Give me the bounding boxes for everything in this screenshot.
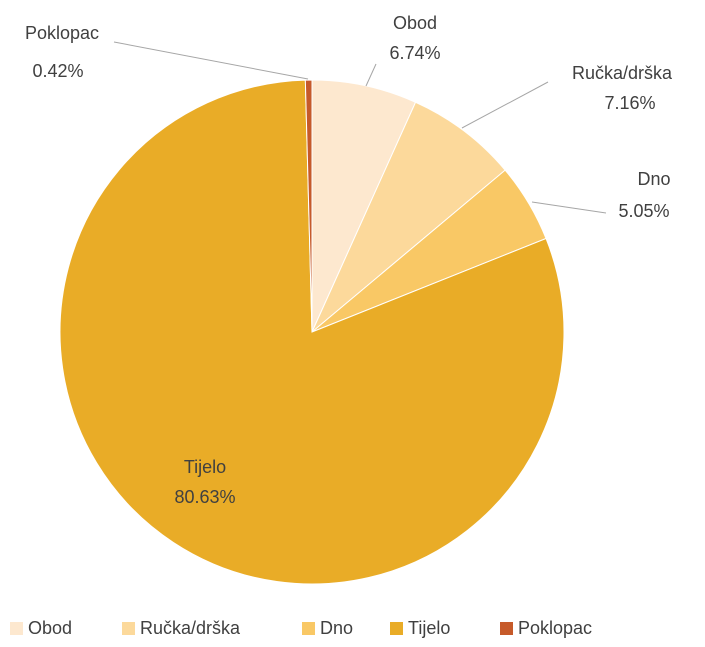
slice-label: Obod [393, 13, 437, 33]
leader-line [531, 201, 607, 214]
legend-swatch [302, 622, 315, 635]
slice-label: Ručka/drška [572, 63, 673, 83]
legend-swatch [122, 622, 135, 635]
slice-value-label: 0.42% [32, 61, 83, 81]
leader-line [113, 41, 309, 80]
legend-label: Dno [320, 618, 353, 638]
legend-label: Tijelo [408, 618, 450, 638]
legend-swatch [500, 622, 513, 635]
legend-swatch [10, 622, 23, 635]
leader-line [365, 63, 377, 87]
slice-label: Tijelo [184, 457, 226, 477]
pie-slice [59, 79, 565, 585]
legend-label: Obod [28, 618, 72, 638]
slice-value-label: 6.74% [389, 43, 440, 63]
slice-label: Dno [637, 169, 670, 189]
pie-slice [304, 79, 313, 333]
legend-label: Ručka/drška [140, 618, 241, 638]
pie-slice [311, 79, 417, 333]
legend-swatch [390, 622, 403, 635]
legend-label: Poklopac [518, 618, 592, 638]
leader-line [461, 81, 549, 129]
pie-slice [311, 101, 506, 333]
slice-value-label: 7.16% [604, 93, 655, 113]
slice-value-label: 5.05% [618, 201, 669, 221]
slice-label: Poklopac [25, 23, 99, 43]
slice-value-label: 80.63% [174, 487, 235, 507]
